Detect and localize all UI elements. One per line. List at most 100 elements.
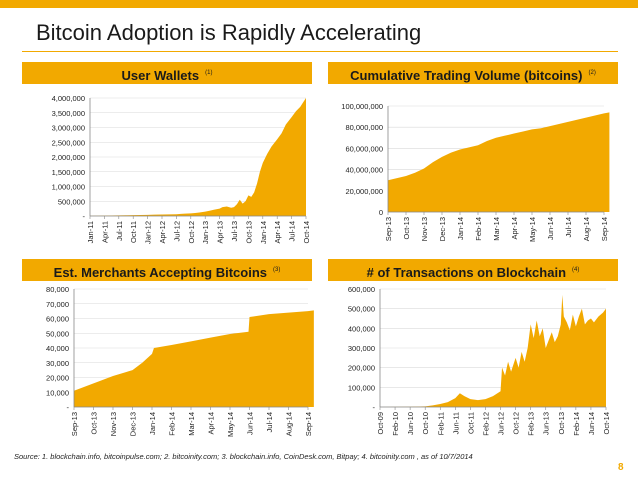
y-tick-label: 60,000 <box>46 315 69 324</box>
y-tick-label: 2,500,000 <box>52 138 85 147</box>
x-tick-label: Jun-14 <box>246 412 255 435</box>
panel-title: Cumulative Trading Volume (bitcoins) <box>350 68 583 83</box>
x-tick-label: May-14 <box>528 217 537 242</box>
x-tick-label: Feb-14 <box>168 412 177 436</box>
area-series <box>380 294 606 407</box>
x-tick-label: Oct-12 <box>187 221 196 244</box>
y-tick-label: 400,000 <box>348 324 375 333</box>
y-tick-label: 100,000 <box>348 383 375 392</box>
y-tick-label: 4,000,000 <box>52 94 85 103</box>
user-wallets-chart: - 500,000 1,000,000 1,500,000 2,000,000 2,500… <box>52 94 311 244</box>
y-tick-label: 100,000,000 <box>341 102 383 111</box>
x-tick-label: Feb-13 <box>527 412 536 436</box>
y-tick-label: 40,000,000 <box>345 166 383 175</box>
panel-header-user-wallets: User Wallets (1) <box>22 62 312 84</box>
x-tick-label: Dec-13 <box>438 217 447 241</box>
y-tick-label: 50,000 <box>46 329 69 338</box>
y-tick-label: 60,000,000 <box>345 144 383 153</box>
x-tick-label: Nov-13 <box>420 217 429 241</box>
footnote-marker: (4) <box>572 267 580 273</box>
area-series <box>388 112 610 212</box>
x-tick-label: Oct-11 <box>466 412 475 434</box>
footnote-marker: (1) <box>205 70 213 76</box>
page-number: 8 <box>618 462 624 473</box>
y-tick-label: 300,000 <box>348 344 375 353</box>
y-tick-label: - <box>83 212 86 221</box>
x-tick-label: Jun-13 <box>542 412 551 435</box>
x-tick-label: Jun-11 <box>451 412 460 434</box>
x-tick-label: Feb-14 <box>572 412 581 436</box>
y-tick-label: - <box>373 403 376 412</box>
x-tick-label: Apr-14 <box>273 221 282 244</box>
x-tick-label: Jul-11 <box>115 221 124 241</box>
x-tick-label: Jan-14 <box>259 221 268 244</box>
y-tick-label: - <box>67 403 70 412</box>
panel-header-transactions: # of Transactions on Blockchain (4) <box>328 259 618 281</box>
panel-header-merchants: Est. Merchants Accepting Bitcoins (3) <box>22 259 312 281</box>
x-tick-label: Mar-14 <box>492 217 501 241</box>
x-tick-label: Sep-13 <box>70 412 79 436</box>
x-tick-label: Feb-10 <box>391 412 400 436</box>
y-tick-label: 500,000 <box>348 305 375 314</box>
y-tick-label: 80,000 <box>46 285 69 294</box>
x-tick-label: Jan-14 <box>148 412 157 435</box>
y-tick-label: 10,000 <box>46 388 69 397</box>
x-tick-label: Apr-13 <box>216 221 225 244</box>
x-tick-label: Feb-14 <box>474 217 483 241</box>
x-tick-label: Apr-14 <box>510 217 519 240</box>
x-tick-label: Oct-12 <box>512 412 521 435</box>
y-tick-label: 3,000,000 <box>52 124 85 133</box>
panel-title: User Wallets <box>121 68 200 83</box>
x-tick-label: Jul-14 <box>265 412 274 432</box>
trading-volume-chart: 0 20,000,000 40,000,000 60,000,000 80,000,00… <box>341 102 610 242</box>
x-tick-label: May-14 <box>226 412 235 437</box>
footnote-marker: (2) <box>588 70 596 76</box>
y-tick-label: 1,000,000 <box>52 183 85 192</box>
y-tick-label: 30,000 <box>46 359 69 368</box>
footnote-marker: (3) <box>273 267 281 273</box>
x-tick-label: Oct-11 <box>129 221 138 243</box>
y-tick-label: 20,000 <box>46 374 69 383</box>
x-tick-label: Oct-14 <box>602 412 611 435</box>
x-tick-label: Jun-12 <box>497 412 506 435</box>
area-series <box>74 310 314 407</box>
x-tick-label: Feb-12 <box>481 412 490 436</box>
source-note: Source: 1. blockchain.info, bitcoinpulse… <box>14 452 473 461</box>
x-tick-label: Jun-14 <box>587 412 596 435</box>
y-tick-label: 2,000,000 <box>52 153 85 162</box>
x-tick-label: Apr-12 <box>158 221 167 244</box>
x-tick-label: Dec-13 <box>129 412 138 436</box>
x-tick-label: Oct-13 <box>244 221 253 244</box>
x-tick-label: Jan-13 <box>201 221 210 244</box>
y-tick-label: 1,500,000 <box>52 168 85 177</box>
top-accent-bar <box>0 0 638 8</box>
x-tick-label: Oct-13 <box>402 217 411 240</box>
x-tick-label: Jun-14 <box>546 217 555 240</box>
merchants-chart: - 10,000 20,000 30,000 40,000 50,000 60,000 70,… <box>46 285 314 437</box>
y-tick-label: 40,000 <box>46 344 69 353</box>
y-tick-label: 500,000 <box>58 197 85 206</box>
y-tick-label: 80,000,000 <box>345 123 383 132</box>
x-tick-label: Jul-13 <box>230 221 239 241</box>
x-tick-label: Jan-12 <box>144 221 153 244</box>
page-title: Bitcoin Adoption is Rapidly Accelerating <box>36 20 422 45</box>
y-tick-label: 3,500,000 <box>52 109 85 118</box>
x-tick-label: Aug-14 <box>582 217 591 241</box>
x-tick-label: Feb-11 <box>436 412 445 435</box>
x-tick-label: Mar-14 <box>187 412 196 436</box>
area-series <box>90 98 306 216</box>
x-tick-label: Jun-10 <box>406 412 415 435</box>
x-tick-label: Oct-09 <box>376 412 385 435</box>
x-tick-label: Apr-11 <box>100 221 109 243</box>
x-tick-label: Aug-14 <box>285 412 294 436</box>
x-tick-label: Nov-13 <box>109 412 118 436</box>
x-tick-label: Oct-14 <box>302 221 311 244</box>
x-tick-label: Jan-11 <box>86 221 95 243</box>
y-tick-label: 20,000,000 <box>345 187 383 196</box>
x-tick-label: Oct-13 <box>557 412 566 435</box>
x-tick-label: Jul-14 <box>288 221 297 241</box>
y-tick-label: 70,000 <box>46 300 69 309</box>
transactions-chart: - 100,000 200,000 300,000 400,000 500,000 600,… <box>348 285 611 436</box>
x-tick-label: Jan-14 <box>456 217 465 240</box>
y-tick-label: 600,000 <box>348 285 375 294</box>
